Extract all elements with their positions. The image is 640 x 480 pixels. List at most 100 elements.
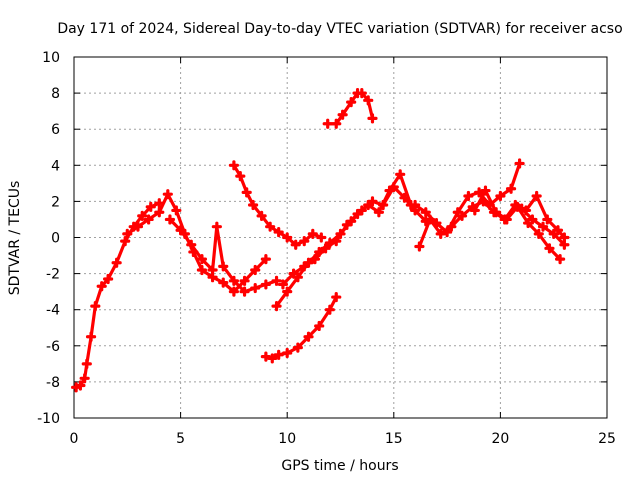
series-arc-2 xyxy=(122,189,271,297)
data-point xyxy=(356,88,367,99)
data-point xyxy=(250,282,261,294)
data-point xyxy=(120,236,131,247)
data-point xyxy=(514,158,525,169)
data-point xyxy=(337,109,348,120)
data-point xyxy=(282,286,293,297)
data-point xyxy=(211,221,222,232)
data-point xyxy=(516,203,527,214)
data-point xyxy=(367,113,378,124)
y-tick-label: -4 xyxy=(46,303,60,319)
data-point xyxy=(473,187,485,198)
data-point xyxy=(314,320,325,332)
data-point xyxy=(96,281,107,292)
data-point xyxy=(247,199,259,211)
data-point xyxy=(501,214,512,225)
y-tick-label: -6 xyxy=(46,339,60,355)
data-point xyxy=(260,254,271,265)
data-point xyxy=(559,239,570,250)
data-point xyxy=(122,228,133,239)
series-arc-8 xyxy=(322,88,378,129)
data-point xyxy=(456,210,468,221)
data-point xyxy=(85,331,97,342)
data-point xyxy=(316,232,327,243)
y-tick-label: 8 xyxy=(51,86,60,102)
data-point xyxy=(373,207,384,218)
data-point xyxy=(79,373,90,384)
data-point xyxy=(271,300,282,312)
y-tick-label: 4 xyxy=(51,158,60,174)
data-point xyxy=(480,185,491,196)
data-point xyxy=(414,241,425,252)
data-point xyxy=(346,97,357,108)
y-tick-label: 0 xyxy=(51,231,60,247)
data-point xyxy=(273,226,284,238)
data-point xyxy=(256,210,267,221)
data-point xyxy=(260,279,271,290)
data-point xyxy=(548,228,559,239)
x-axis-label: GPS time / hours xyxy=(281,458,398,474)
y-tick-labels: -10 -8 -6 -4 -2 0 2 4 6 8 10 xyxy=(37,50,60,427)
series-arc-11 xyxy=(469,185,566,265)
data-point xyxy=(162,189,173,200)
data-point xyxy=(277,279,289,290)
data-point xyxy=(395,169,406,180)
data-point xyxy=(435,228,446,239)
data-point xyxy=(132,221,144,232)
series-arc-1 xyxy=(71,198,165,393)
data-point xyxy=(554,254,566,265)
series-arc-4 xyxy=(228,160,327,250)
data-point xyxy=(531,190,542,202)
data-point xyxy=(363,199,374,211)
x-tick-label: 0 xyxy=(70,431,79,447)
x-tick-label: 25 xyxy=(598,431,616,447)
tick-marks xyxy=(73,56,608,419)
data-point xyxy=(309,254,321,265)
series-arc-5 xyxy=(260,291,342,364)
data-point xyxy=(196,254,208,265)
data-point xyxy=(410,199,421,211)
data-point xyxy=(218,277,229,288)
data-point xyxy=(154,207,165,218)
data-point xyxy=(331,236,342,247)
data-point xyxy=(331,118,342,129)
series-arc-7 xyxy=(277,169,416,290)
data-point xyxy=(171,205,182,216)
data-point xyxy=(491,207,502,218)
data-series xyxy=(71,88,570,393)
data-point xyxy=(307,228,318,239)
data-point xyxy=(542,214,553,225)
data-point xyxy=(260,351,271,362)
y-tick-label: -8 xyxy=(46,375,60,391)
data-point xyxy=(282,232,293,243)
data-point xyxy=(299,236,310,247)
data-point xyxy=(111,257,122,268)
data-point xyxy=(282,347,293,359)
data-point xyxy=(527,214,538,225)
data-point xyxy=(218,261,229,272)
data-point xyxy=(186,239,197,250)
data-point xyxy=(143,214,154,225)
y-tick-label: 2 xyxy=(51,194,60,210)
y-tick-label: 6 xyxy=(51,122,60,138)
data-point xyxy=(303,331,314,342)
data-point xyxy=(267,353,278,364)
data-point xyxy=(207,264,218,276)
data-point xyxy=(537,221,549,232)
data-point xyxy=(363,95,374,106)
data-point xyxy=(103,273,114,285)
data-point xyxy=(299,261,310,272)
data-point xyxy=(235,171,246,182)
data-point xyxy=(331,291,342,303)
data-point xyxy=(505,183,517,194)
data-point xyxy=(544,243,555,254)
data-point xyxy=(273,349,284,360)
y-tick-label: -2 xyxy=(46,267,60,283)
series-line xyxy=(274,185,428,308)
data-point xyxy=(228,160,239,171)
data-point xyxy=(533,228,544,239)
data-point xyxy=(424,214,436,225)
data-point xyxy=(81,358,92,369)
data-point xyxy=(228,275,239,286)
data-point xyxy=(228,286,239,297)
